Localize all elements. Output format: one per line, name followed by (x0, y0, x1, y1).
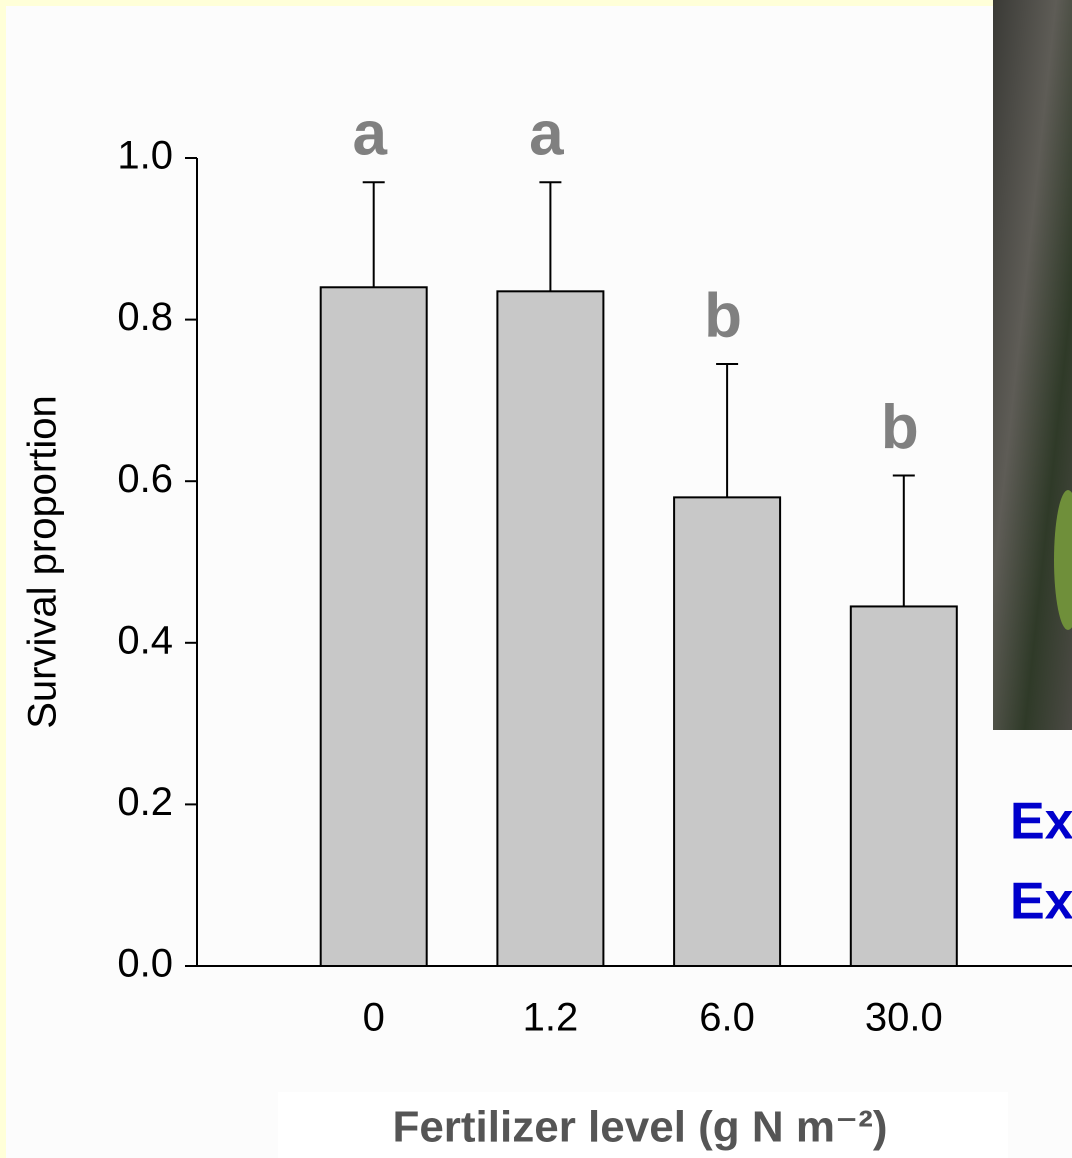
side-text: Ex (1010, 873, 1072, 931)
significance-letter: a (529, 100, 564, 169)
y-tick-label: 0.0 (117, 942, 173, 986)
y-tick-label: 0.2 (117, 780, 173, 824)
y-tick-label: 0.8 (117, 295, 173, 339)
bar (849, 605, 958, 967)
x-axis-label: Fertilizer level (g N m⁻²) (392, 1103, 887, 1152)
y-axis-label: Survival proportion (21, 395, 65, 729)
x-tick-label: 1.2 (523, 996, 579, 1040)
y-tick-label: 0.4 (117, 618, 173, 662)
significance-letter: b (704, 281, 742, 350)
photo-leaf (1054, 490, 1072, 630)
significance-letter: b (881, 393, 919, 462)
x-tick-label: 6.0 (699, 996, 755, 1040)
side-text: Ex (1010, 793, 1072, 851)
y-tick-label: 1.0 (117, 134, 173, 178)
x-tick-label: 30.0 (865, 996, 943, 1040)
bar (319, 286, 428, 967)
label-box (278, 1092, 1008, 1158)
significance-letter: a (352, 100, 387, 169)
bar (673, 496, 782, 967)
y-tick-label: 0.6 (117, 457, 173, 501)
x-tick-label: 0 (363, 996, 385, 1040)
photo (993, 0, 1072, 730)
bar (496, 290, 605, 967)
